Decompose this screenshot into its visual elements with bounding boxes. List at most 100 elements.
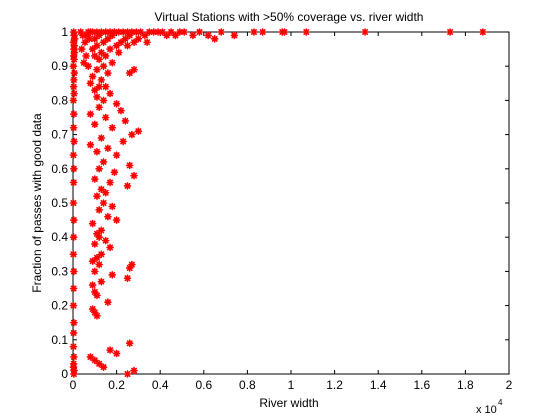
y-tick-label: 0.5: [51, 196, 68, 210]
y-tick-label: 0.3: [51, 264, 68, 278]
data-point: [69, 62, 78, 70]
data-point: [70, 353, 78, 361]
data-point: [361, 28, 369, 36]
data-point: [134, 35, 143, 43]
x-tick-label: 1: [288, 378, 295, 392]
x-tick-label: 0.8: [239, 378, 256, 392]
data-point: [97, 134, 106, 142]
data-point: [97, 277, 106, 286]
data-point: [88, 219, 97, 228]
data-point: [108, 202, 117, 211]
data-point: [69, 82, 78, 91]
data-point: [70, 216, 78, 224]
data-point: [99, 363, 108, 371]
data-point: [86, 110, 95, 118]
data-point: [91, 240, 99, 248]
data-points: [69, 28, 487, 378]
data-point: [106, 45, 114, 53]
data-point: [128, 130, 136, 139]
data-point: [210, 35, 219, 43]
data-point: [70, 76, 78, 84]
data-point: [125, 339, 134, 348]
data-point: [230, 31, 239, 40]
data-point: [82, 52, 90, 60]
data-point: [70, 318, 78, 327]
data-point: [189, 31, 197, 40]
y-tick-label: 0.9: [51, 59, 68, 73]
data-point: [108, 123, 117, 132]
data-point: [69, 342, 78, 351]
data-point: [69, 178, 78, 187]
data-point: [112, 151, 121, 159]
x-axis-multiplier: x 10: [476, 404, 497, 416]
data-point: [154, 28, 162, 36]
data-point: [112, 349, 121, 358]
data-point: [217, 28, 226, 36]
data-point: [101, 236, 110, 245]
plot-area: [72, 31, 510, 375]
data-point: [69, 96, 78, 105]
data-point: [70, 69, 79, 77]
y-tick-label: 0.8: [51, 93, 68, 107]
data-point: [112, 100, 121, 108]
data-point: [302, 28, 311, 36]
data-point: [101, 82, 110, 91]
data-point: [114, 28, 123, 36]
data-point: [104, 144, 112, 153]
x-tick-label: 1.6: [413, 378, 430, 392]
data-point: [86, 79, 95, 88]
data-point: [106, 89, 114, 98]
data-point: [123, 274, 132, 283]
data-point: [104, 69, 112, 77]
x-tick-label: 1.2: [326, 378, 343, 392]
data-point: [93, 93, 101, 101]
data-point: [130, 171, 138, 180]
data-point: [86, 141, 95, 149]
data-point: [88, 72, 97, 81]
data-point: [93, 291, 101, 300]
data-point: [125, 264, 134, 272]
data-point: [95, 165, 103, 173]
data-point: [204, 31, 212, 40]
data-point: [95, 260, 103, 269]
data-point: [70, 165, 78, 173]
data-point: [81, 38, 89, 47]
y-tick-label: 0.2: [51, 299, 68, 313]
data-point: [69, 284, 78, 293]
data-point: [258, 28, 267, 36]
data-point: [80, 58, 88, 67]
x-axis-ticks: 0 0.2 0.4 0.6 0.8 1 1.2 1.4 1.6 1.8 2: [70, 32, 513, 392]
y-tick-label: 1: [61, 25, 68, 39]
data-point: [70, 267, 78, 276]
data-point: [69, 301, 78, 310]
x-tick-label: 0.2: [108, 378, 125, 392]
data-point: [134, 127, 143, 135]
data-point: [106, 178, 114, 187]
data-point: [125, 69, 134, 77]
data-point: [104, 212, 112, 221]
data-point: [112, 41, 121, 50]
data-point: [106, 346, 114, 354]
data-point: [101, 52, 110, 60]
data-point: [149, 28, 158, 36]
data-point: [70, 89, 78, 98]
data-point: [69, 123, 78, 132]
data-point: [99, 199, 108, 207]
data-point: [97, 76, 106, 84]
data-point: [70, 370, 78, 378]
y-tick-label: 0.1: [51, 333, 68, 347]
data-point: [91, 175, 99, 183]
data-point: [117, 106, 125, 115]
data-point: [93, 312, 101, 320]
data-point: [125, 161, 134, 170]
data-point: [93, 65, 101, 74]
data-point: [278, 28, 287, 36]
data-point: [446, 28, 454, 36]
data-point: [95, 55, 103, 64]
x-axis-label: River width: [259, 396, 318, 410]
data-point: [69, 233, 78, 241]
data-point: [121, 117, 130, 125]
data-point: [195, 28, 204, 36]
y-axis-label: Fraction of passes with good data: [30, 113, 44, 293]
